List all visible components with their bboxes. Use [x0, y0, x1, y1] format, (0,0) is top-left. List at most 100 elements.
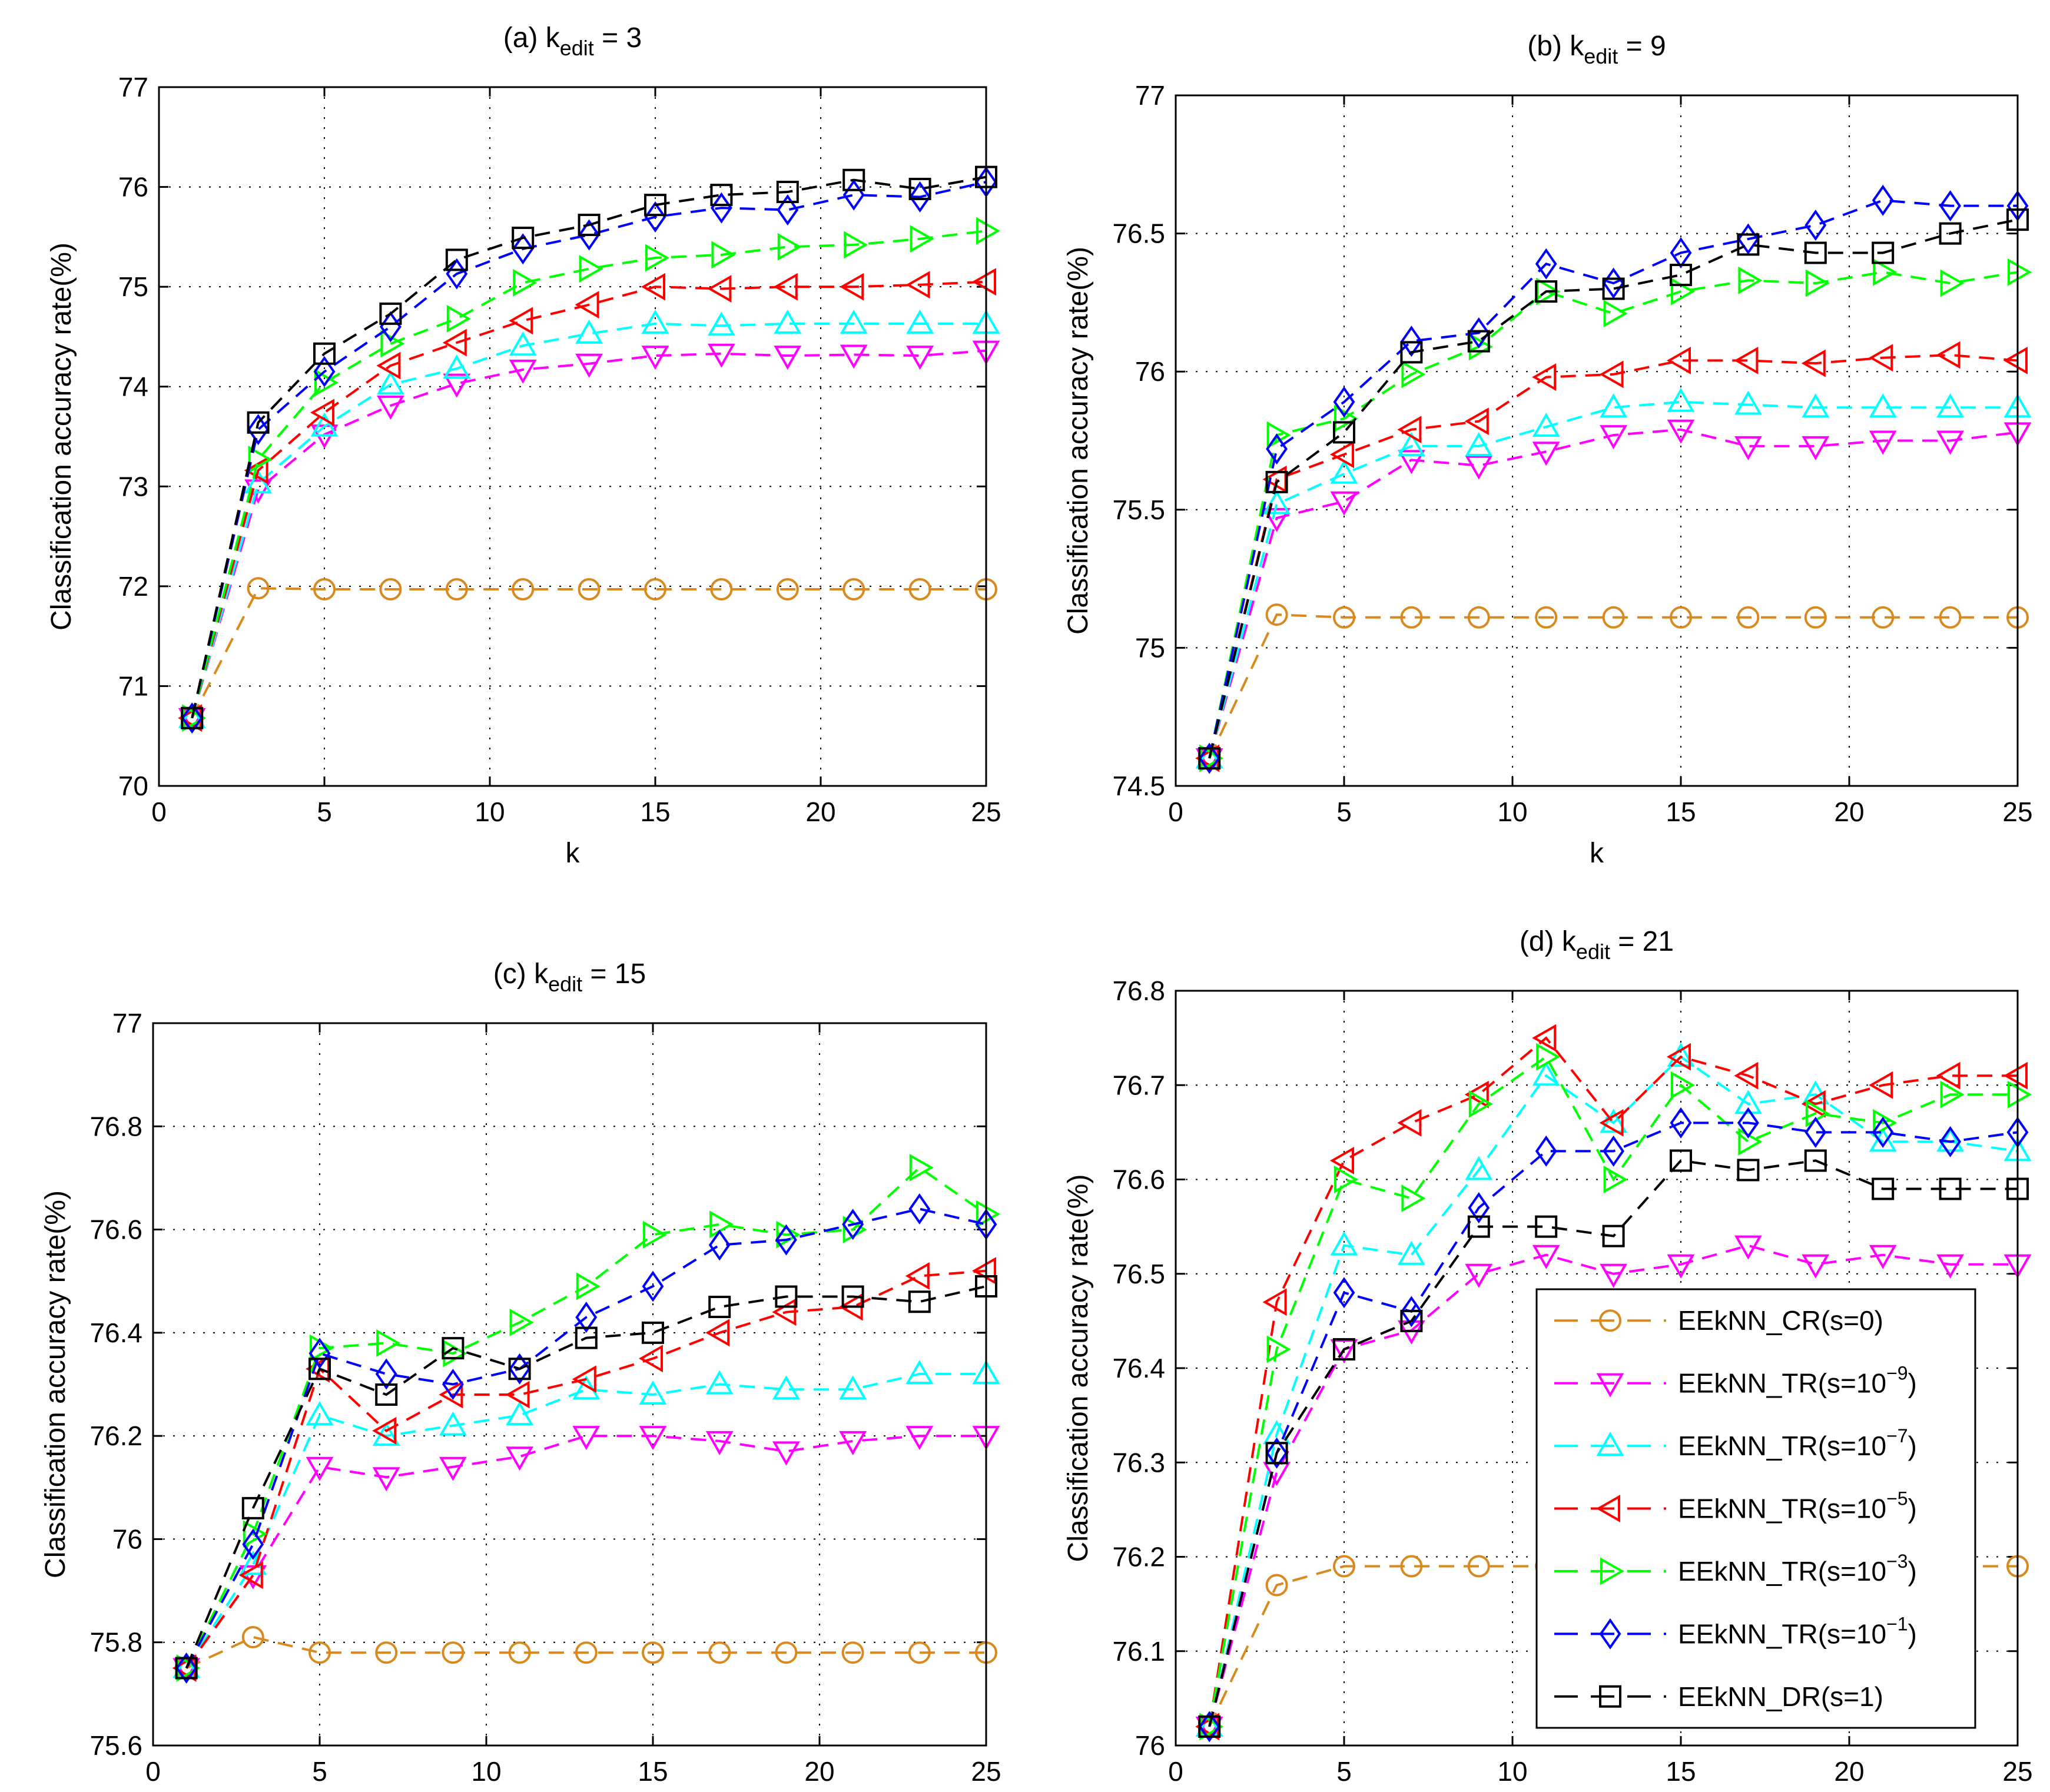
- x-tick-label: 20: [805, 797, 835, 827]
- data-point-tr3: [1873, 258, 1898, 286]
- data-point-tr7: [1465, 1156, 1493, 1180]
- series-tr5: [1195, 341, 2028, 772]
- data-point-tr9: [1936, 430, 1965, 455]
- data-point-tr3: [909, 1153, 934, 1182]
- legend-marker-tr7: [1596, 1432, 1624, 1456]
- data-point-tr3: [513, 268, 538, 297]
- data-point-tr1: [1872, 184, 1894, 216]
- data-point-tr9: [639, 1426, 667, 1451]
- y-axis-label: Classification accuracy rate(%): [1063, 247, 1094, 635]
- data-point-tr5: [971, 268, 996, 296]
- data-point-tr1: [379, 311, 402, 343]
- y-tick-label: 76.1: [1112, 1636, 1165, 1667]
- data-point-dr: [842, 168, 865, 191]
- data-point-tr5: [1801, 349, 1826, 377]
- data-point-cr: [841, 1641, 864, 1664]
- data-point-dr: [1198, 1715, 1221, 1738]
- legend-label: EEkNN_CR(s=0): [1678, 1305, 1883, 1336]
- data-point-tr5: [905, 271, 930, 299]
- chart-title: (c) kedit = 15: [493, 958, 646, 996]
- data-point-tr3: [1603, 1166, 1628, 1193]
- series-dr: [181, 165, 997, 729]
- data-point-tr7: [244, 469, 273, 494]
- data-point-cr: [1670, 606, 1692, 629]
- data-point-tr3: [1468, 1090, 1493, 1118]
- data-point-dr: [313, 342, 336, 365]
- series-line-dr: [191, 175, 987, 719]
- data-point-tr3: [976, 217, 1001, 245]
- data-point-tr3: [1738, 266, 1763, 294]
- data-point-dr: [375, 1383, 398, 1406]
- data-point-tr5: [439, 1380, 463, 1409]
- legend-label-exponent: −1: [1886, 1613, 1908, 1634]
- data-point-tr7: [1734, 1090, 1762, 1114]
- data-point-dr: [512, 227, 535, 250]
- data-point-tr1: [1198, 1711, 1220, 1743]
- data-point-cr: [375, 1641, 398, 1664]
- data-point-tr9: [306, 1456, 334, 1481]
- data-point-tr1: [575, 1302, 598, 1333]
- data-point-tr3: [709, 1210, 734, 1239]
- x-tick-label: 25: [2002, 1756, 2032, 1787]
- legend-marker-tr9: [1596, 1373, 1624, 1398]
- data-point-tr5: [575, 291, 599, 319]
- data-point-tr9: [906, 346, 934, 370]
- data-point-tr7: [772, 1375, 800, 1400]
- series-line-tr3: [1208, 1055, 2018, 1727]
- series-line-tr7: [1208, 1055, 2018, 1727]
- data-point-tr7: [1532, 413, 1560, 437]
- data-point-tr9: [1667, 1254, 1695, 1279]
- series-line-cr: [185, 1635, 986, 1670]
- data-point-tr5: [1869, 1071, 1893, 1099]
- data-point-tr1: [512, 233, 534, 265]
- data-point-dr: [775, 1285, 798, 1308]
- data-point-dr: [508, 1358, 531, 1380]
- data-point-cr: [309, 1641, 331, 1664]
- legend-label-main: EEkNN_TR(s=10: [1678, 1368, 1886, 1399]
- data-point-tr7: [306, 1401, 334, 1426]
- data-point-tr3: [1940, 1080, 1965, 1109]
- data-point-tr5: [1397, 416, 1422, 444]
- data-point-tr9: [1397, 450, 1425, 474]
- data-point-cr: [908, 1641, 931, 1664]
- legend-entry-tr5: EEkNN_TR(s=10−5): [1554, 1488, 1917, 1524]
- y-tick-label: 77: [118, 72, 148, 102]
- data-point-dr: [1737, 1159, 1760, 1182]
- data-point-tr5: [1936, 1061, 1961, 1090]
- data-point-dr: [1602, 277, 1625, 300]
- chart-title-subscript: edit: [548, 972, 582, 996]
- data-point-cr: [1602, 606, 1625, 629]
- data-point-tr9: [372, 1467, 400, 1492]
- y-tick-label: 76.8: [1112, 975, 1165, 1006]
- data-point-cr: [642, 1641, 664, 1664]
- data-point-tr1: [1266, 433, 1288, 465]
- y-tick-label: 70: [118, 771, 148, 801]
- data-point-tr3: [446, 304, 471, 333]
- data-point-tr5: [638, 1345, 663, 1373]
- data-point-tr9: [1532, 1245, 1560, 1269]
- chart-title-main: (d) k: [1520, 926, 1577, 957]
- x-tick-label: 15: [640, 797, 670, 827]
- data-point-tr7: [905, 1359, 934, 1384]
- data-point-cr: [445, 578, 468, 600]
- data-point-tr7: [1802, 393, 1830, 418]
- data-point-tr9: [1869, 430, 1897, 455]
- data-point-tr7: [839, 1375, 867, 1400]
- legend-label-main: EEkNN_TR(s=10: [1678, 1556, 1886, 1587]
- data-point-tr3: [1334, 1166, 1359, 1193]
- x-tick-label: 25: [2002, 797, 2032, 827]
- data-point-tr1: [175, 1652, 198, 1684]
- data-point-dr: [1939, 222, 1962, 245]
- data-point-tr1: [242, 1528, 264, 1560]
- data-point-tr7: [439, 1411, 467, 1436]
- data-point-tr3: [777, 233, 802, 261]
- data-point-cr: [776, 578, 799, 600]
- y-tick-label: 77: [112, 1008, 142, 1038]
- series-line-tr1: [1208, 199, 2018, 759]
- data-point-tr1: [1400, 326, 1422, 357]
- data-point-tr9: [772, 1441, 800, 1466]
- x-tick-label: 20: [804, 1756, 834, 1787]
- legend-marker-tr3: [1600, 1557, 1625, 1585]
- data-point-cr: [1804, 606, 1827, 629]
- data-point-tr5: [572, 1365, 596, 1393]
